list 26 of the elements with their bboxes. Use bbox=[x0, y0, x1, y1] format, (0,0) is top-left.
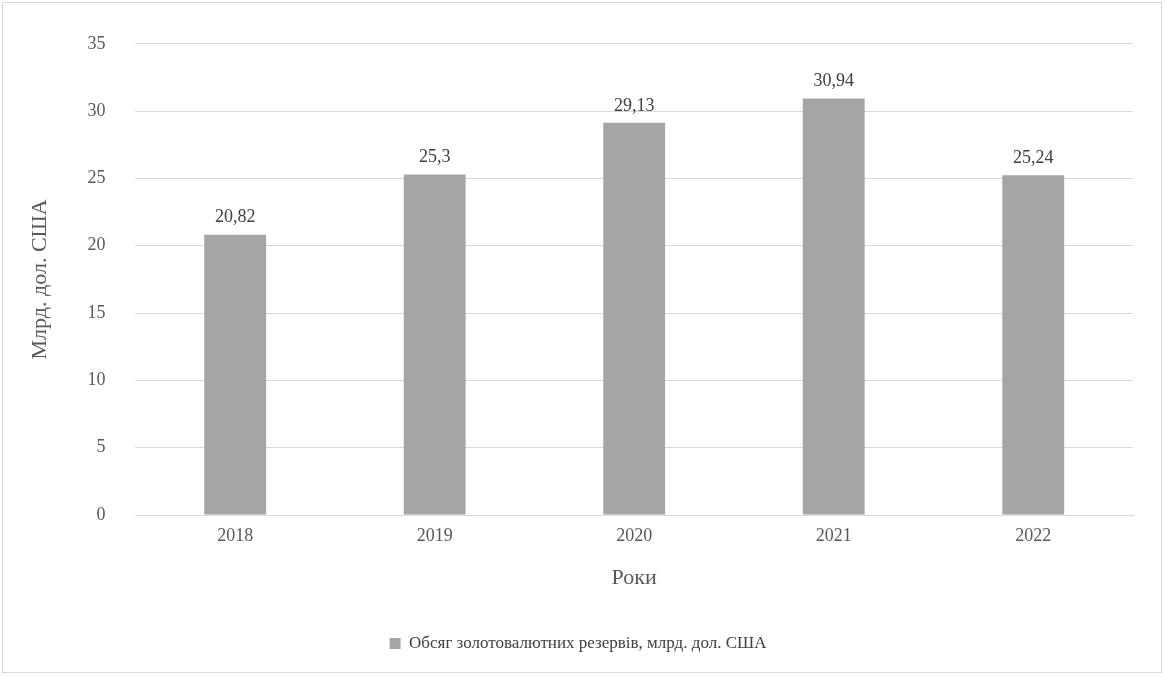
x-tick-label: 2021 bbox=[815, 524, 852, 545]
y-axis-title: Млрд. дол. США bbox=[25, 199, 51, 360]
bar bbox=[403, 174, 466, 515]
data-label: 25,24 bbox=[1012, 146, 1054, 167]
data-label: 25,3 bbox=[418, 146, 451, 167]
x-axis-title: Роки bbox=[611, 563, 657, 589]
data-label: 29,13 bbox=[613, 94, 655, 115]
bar bbox=[204, 234, 267, 515]
data-label: 30,94 bbox=[813, 70, 854, 91]
x-tick-label: 2022 bbox=[1015, 524, 1052, 545]
data-label: 20,82 bbox=[214, 206, 256, 227]
x-tick-label: 2019 bbox=[416, 524, 453, 545]
bar bbox=[802, 98, 865, 515]
bar bbox=[603, 122, 666, 515]
y-tick-label: 20 bbox=[87, 234, 106, 255]
x-tick-label: 2020 bbox=[616, 524, 653, 545]
legend-label: Обсяг золотовалютних резервів, млрд. дол. США bbox=[409, 632, 768, 652]
y-tick-label: 25 bbox=[87, 167, 106, 188]
bar bbox=[1002, 175, 1065, 515]
y-tick-label: 10 bbox=[87, 369, 106, 390]
y-tick-label: 0 bbox=[96, 503, 106, 524]
y-tick-label: 35 bbox=[87, 32, 106, 53]
x-tick-label: 2018 bbox=[217, 524, 254, 545]
y-tick-label: 5 bbox=[96, 436, 106, 457]
y-tick-label: 15 bbox=[87, 301, 106, 322]
y-tick-label: 30 bbox=[87, 99, 106, 120]
